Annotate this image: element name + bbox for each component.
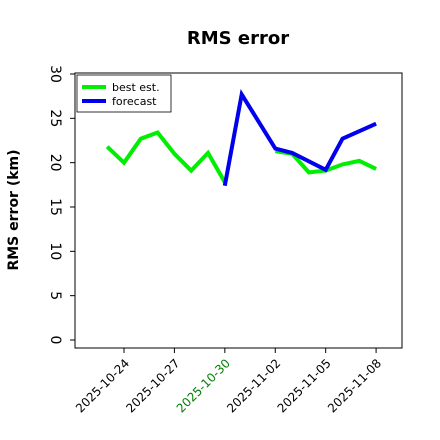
y-tick-label: 5	[47, 291, 63, 300]
y-tick-label: 10	[47, 242, 63, 260]
y-tick-label: 30	[47, 65, 63, 83]
legend-label-best-est: best est.	[112, 81, 160, 94]
plot-lines	[105, 88, 377, 187]
chart-title: RMS error	[187, 28, 289, 49]
plot-frame	[74, 72, 403, 349]
y-tick-label: 25	[47, 109, 63, 127]
legend-label-forecast: forecast	[112, 95, 157, 108]
y-tick-label: 20	[47, 154, 63, 172]
series-line-forecast	[222, 88, 377, 187]
y-tick-label: 15	[47, 198, 63, 216]
y-tick-label: 0	[47, 336, 63, 345]
series-line-best-est	[105, 130, 227, 184]
y-axis-label: RMS error (km)	[6, 149, 22, 270]
legend: best est. forecast	[76, 74, 172, 113]
y-axis: 0 5 10 15 20 25 30	[47, 65, 75, 344]
legend-box	[76, 74, 172, 113]
